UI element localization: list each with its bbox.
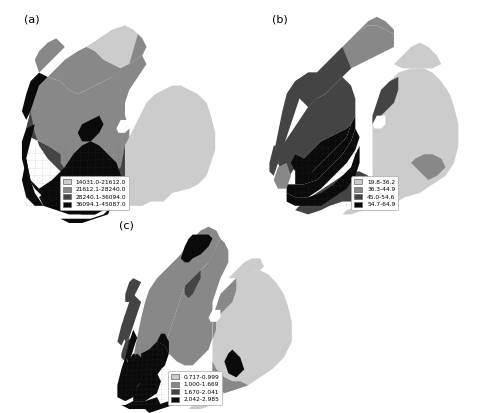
Legend: 19.8-36.2, 36.3-44.9, 45.0-54.6, 54.7-64.9: 19.8-36.2, 36.3-44.9, 45.0-54.6, 54.7-64…: [352, 176, 399, 210]
Polygon shape: [78, 159, 125, 202]
Polygon shape: [295, 116, 356, 184]
Polygon shape: [208, 310, 220, 322]
Polygon shape: [278, 77, 355, 184]
Polygon shape: [22, 73, 48, 120]
Polygon shape: [212, 318, 216, 338]
Polygon shape: [212, 278, 236, 318]
Polygon shape: [86, 26, 146, 69]
Polygon shape: [26, 112, 78, 184]
Polygon shape: [122, 338, 133, 361]
Polygon shape: [39, 141, 120, 214]
Polygon shape: [118, 358, 137, 401]
Polygon shape: [372, 116, 386, 128]
Polygon shape: [116, 120, 130, 133]
Text: (b): (b): [272, 15, 287, 25]
Polygon shape: [372, 77, 398, 124]
Polygon shape: [270, 146, 282, 176]
Polygon shape: [22, 124, 120, 214]
Polygon shape: [22, 159, 44, 206]
Polygon shape: [60, 206, 112, 223]
Polygon shape: [286, 128, 360, 197]
Polygon shape: [48, 146, 125, 202]
Polygon shape: [184, 270, 200, 298]
Polygon shape: [126, 330, 137, 361]
Text: (a): (a): [24, 15, 40, 25]
Polygon shape: [394, 43, 441, 69]
Polygon shape: [133, 235, 216, 369]
Polygon shape: [125, 85, 215, 206]
Polygon shape: [26, 55, 146, 189]
Polygon shape: [133, 373, 161, 401]
Polygon shape: [165, 239, 228, 366]
Polygon shape: [141, 342, 169, 373]
Polygon shape: [188, 397, 212, 409]
Polygon shape: [228, 259, 264, 278]
Polygon shape: [122, 397, 161, 409]
Polygon shape: [212, 270, 292, 397]
Polygon shape: [342, 202, 372, 214]
Polygon shape: [118, 314, 129, 346]
Polygon shape: [78, 116, 104, 141]
Polygon shape: [35, 38, 65, 73]
Polygon shape: [295, 47, 351, 107]
Polygon shape: [372, 69, 458, 210]
Polygon shape: [48, 34, 146, 94]
Polygon shape: [274, 163, 291, 189]
Polygon shape: [411, 154, 446, 180]
Polygon shape: [291, 124, 351, 176]
Legend: 14031.0-21612.0, 21612.1-28240.0, 28240.1-36094.0, 36094.1-45087.0: 14031.0-21612.0, 21612.1-28240.0, 28240.…: [60, 176, 130, 210]
Legend: 0.717-0.999, 1.000-1.669, 1.670-2.041, 2.042-2.985: 0.717-0.999, 1.000-1.669, 1.670-2.041, 2…: [168, 371, 222, 405]
Polygon shape: [308, 26, 394, 90]
Polygon shape: [224, 349, 244, 377]
Polygon shape: [145, 401, 173, 413]
Text: (c): (c): [120, 221, 134, 231]
Polygon shape: [122, 354, 145, 393]
Polygon shape: [351, 17, 394, 38]
Polygon shape: [181, 227, 220, 262]
Polygon shape: [212, 361, 248, 393]
Polygon shape: [274, 73, 316, 171]
Polygon shape: [188, 235, 200, 247]
Polygon shape: [133, 349, 161, 385]
Polygon shape: [126, 278, 141, 302]
Polygon shape: [295, 171, 372, 214]
Polygon shape: [122, 294, 141, 342]
Polygon shape: [181, 235, 212, 262]
Polygon shape: [157, 334, 169, 354]
Polygon shape: [286, 73, 326, 107]
Polygon shape: [286, 146, 360, 206]
